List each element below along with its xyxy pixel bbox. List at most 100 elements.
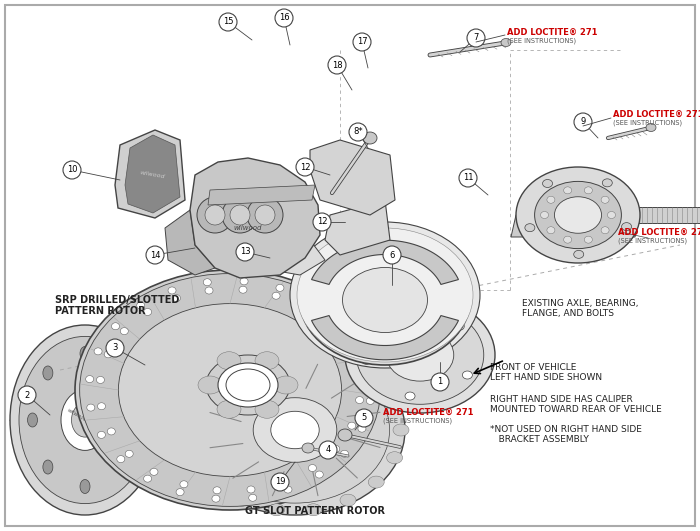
Ellipse shape [213,487,221,494]
Ellipse shape [290,222,480,368]
Ellipse shape [564,236,572,243]
Ellipse shape [217,352,241,370]
Circle shape [353,33,371,51]
Ellipse shape [80,273,380,507]
Ellipse shape [300,235,470,365]
Text: (SEE INSTRUCTIONS): (SEE INSTRUCTIONS) [507,38,576,45]
Text: 4: 4 [326,446,330,455]
Ellipse shape [71,403,99,437]
Ellipse shape [345,386,357,396]
Text: wilwood: wilwood [234,225,262,231]
Text: MOUNTED TOWARD REAR OF VEHICLE: MOUNTED TOWARD REAR OF VEHICLE [490,405,662,414]
Text: 8*: 8* [354,127,363,136]
Ellipse shape [393,424,409,436]
Text: 1: 1 [438,378,442,387]
Ellipse shape [554,197,601,233]
Ellipse shape [253,398,337,463]
Ellipse shape [368,372,384,384]
Polygon shape [10,420,160,475]
Ellipse shape [144,309,152,315]
FancyBboxPatch shape [635,207,700,223]
Ellipse shape [231,329,339,411]
Ellipse shape [601,196,609,203]
Ellipse shape [198,376,222,394]
Text: 12: 12 [300,162,310,172]
Ellipse shape [279,478,288,485]
Polygon shape [312,315,458,360]
Polygon shape [115,130,185,218]
Ellipse shape [602,179,612,187]
Ellipse shape [218,363,278,407]
Text: *NOT USED ON RIGHT HAND SIDE: *NOT USED ON RIGHT HAND SIDE [490,425,642,434]
Ellipse shape [356,397,363,404]
Text: (SEE INSTRUCTIONS): (SEE INSTRUCTIONS) [613,120,682,126]
Ellipse shape [348,422,356,429]
Ellipse shape [224,367,272,402]
FancyBboxPatch shape [5,5,695,526]
Ellipse shape [516,167,640,263]
Ellipse shape [344,345,353,352]
Ellipse shape [309,465,316,472]
Text: 19: 19 [274,477,286,486]
Ellipse shape [209,378,221,387]
Ellipse shape [305,504,321,516]
Text: 7: 7 [473,33,479,42]
Ellipse shape [118,304,342,476]
Ellipse shape [43,460,53,474]
Ellipse shape [120,328,128,335]
Ellipse shape [181,424,197,436]
Ellipse shape [354,370,363,377]
Text: ADD LOCTITE® 271: ADD LOCTITE® 271 [383,408,473,417]
Ellipse shape [284,486,292,493]
Ellipse shape [241,319,254,328]
Polygon shape [190,158,320,278]
Text: FLANGE, AND BOLTS: FLANGE, AND BOLTS [522,309,614,318]
Circle shape [236,243,254,261]
Ellipse shape [203,279,211,286]
Polygon shape [511,215,640,237]
Polygon shape [208,185,315,205]
Text: 14: 14 [150,251,160,260]
Ellipse shape [97,431,106,439]
Text: 12: 12 [316,218,328,227]
Ellipse shape [205,205,225,225]
Ellipse shape [176,489,184,495]
Ellipse shape [315,471,323,478]
Text: RIGHT HAND SIDE HAS CALIPER: RIGHT HAND SIDE HAS CALIPER [490,395,633,404]
Ellipse shape [564,187,572,194]
Polygon shape [165,210,215,275]
Ellipse shape [355,341,363,349]
Ellipse shape [61,390,109,450]
Ellipse shape [205,287,213,294]
Ellipse shape [85,375,94,383]
Ellipse shape [454,322,464,330]
Text: ADD LOCTITE® 271: ADD LOCTITE® 271 [507,28,598,37]
Circle shape [431,373,449,391]
Ellipse shape [150,468,158,475]
Ellipse shape [230,205,250,225]
Ellipse shape [342,268,428,332]
Ellipse shape [180,481,188,488]
Text: (SEE INSTRUCTIONS): (SEE INSTRUCTIONS) [618,238,687,244]
Ellipse shape [525,224,535,232]
Ellipse shape [392,313,402,321]
Ellipse shape [27,413,38,427]
Ellipse shape [368,476,384,488]
Ellipse shape [276,285,284,292]
Text: 2: 2 [25,390,29,399]
Ellipse shape [97,376,104,383]
Ellipse shape [309,298,316,305]
Text: PATTERN ROTOR: PATTERN ROTOR [55,306,146,316]
Ellipse shape [547,196,555,203]
Circle shape [319,441,337,459]
Text: 10: 10 [66,166,77,175]
Ellipse shape [386,396,402,408]
Ellipse shape [365,369,373,376]
Ellipse shape [136,302,145,309]
Text: ADD LOCTITE® 271: ADD LOCTITE® 271 [618,228,700,237]
Circle shape [18,386,36,404]
Ellipse shape [269,504,285,516]
Polygon shape [312,240,458,285]
Ellipse shape [273,419,285,429]
Ellipse shape [271,412,319,449]
